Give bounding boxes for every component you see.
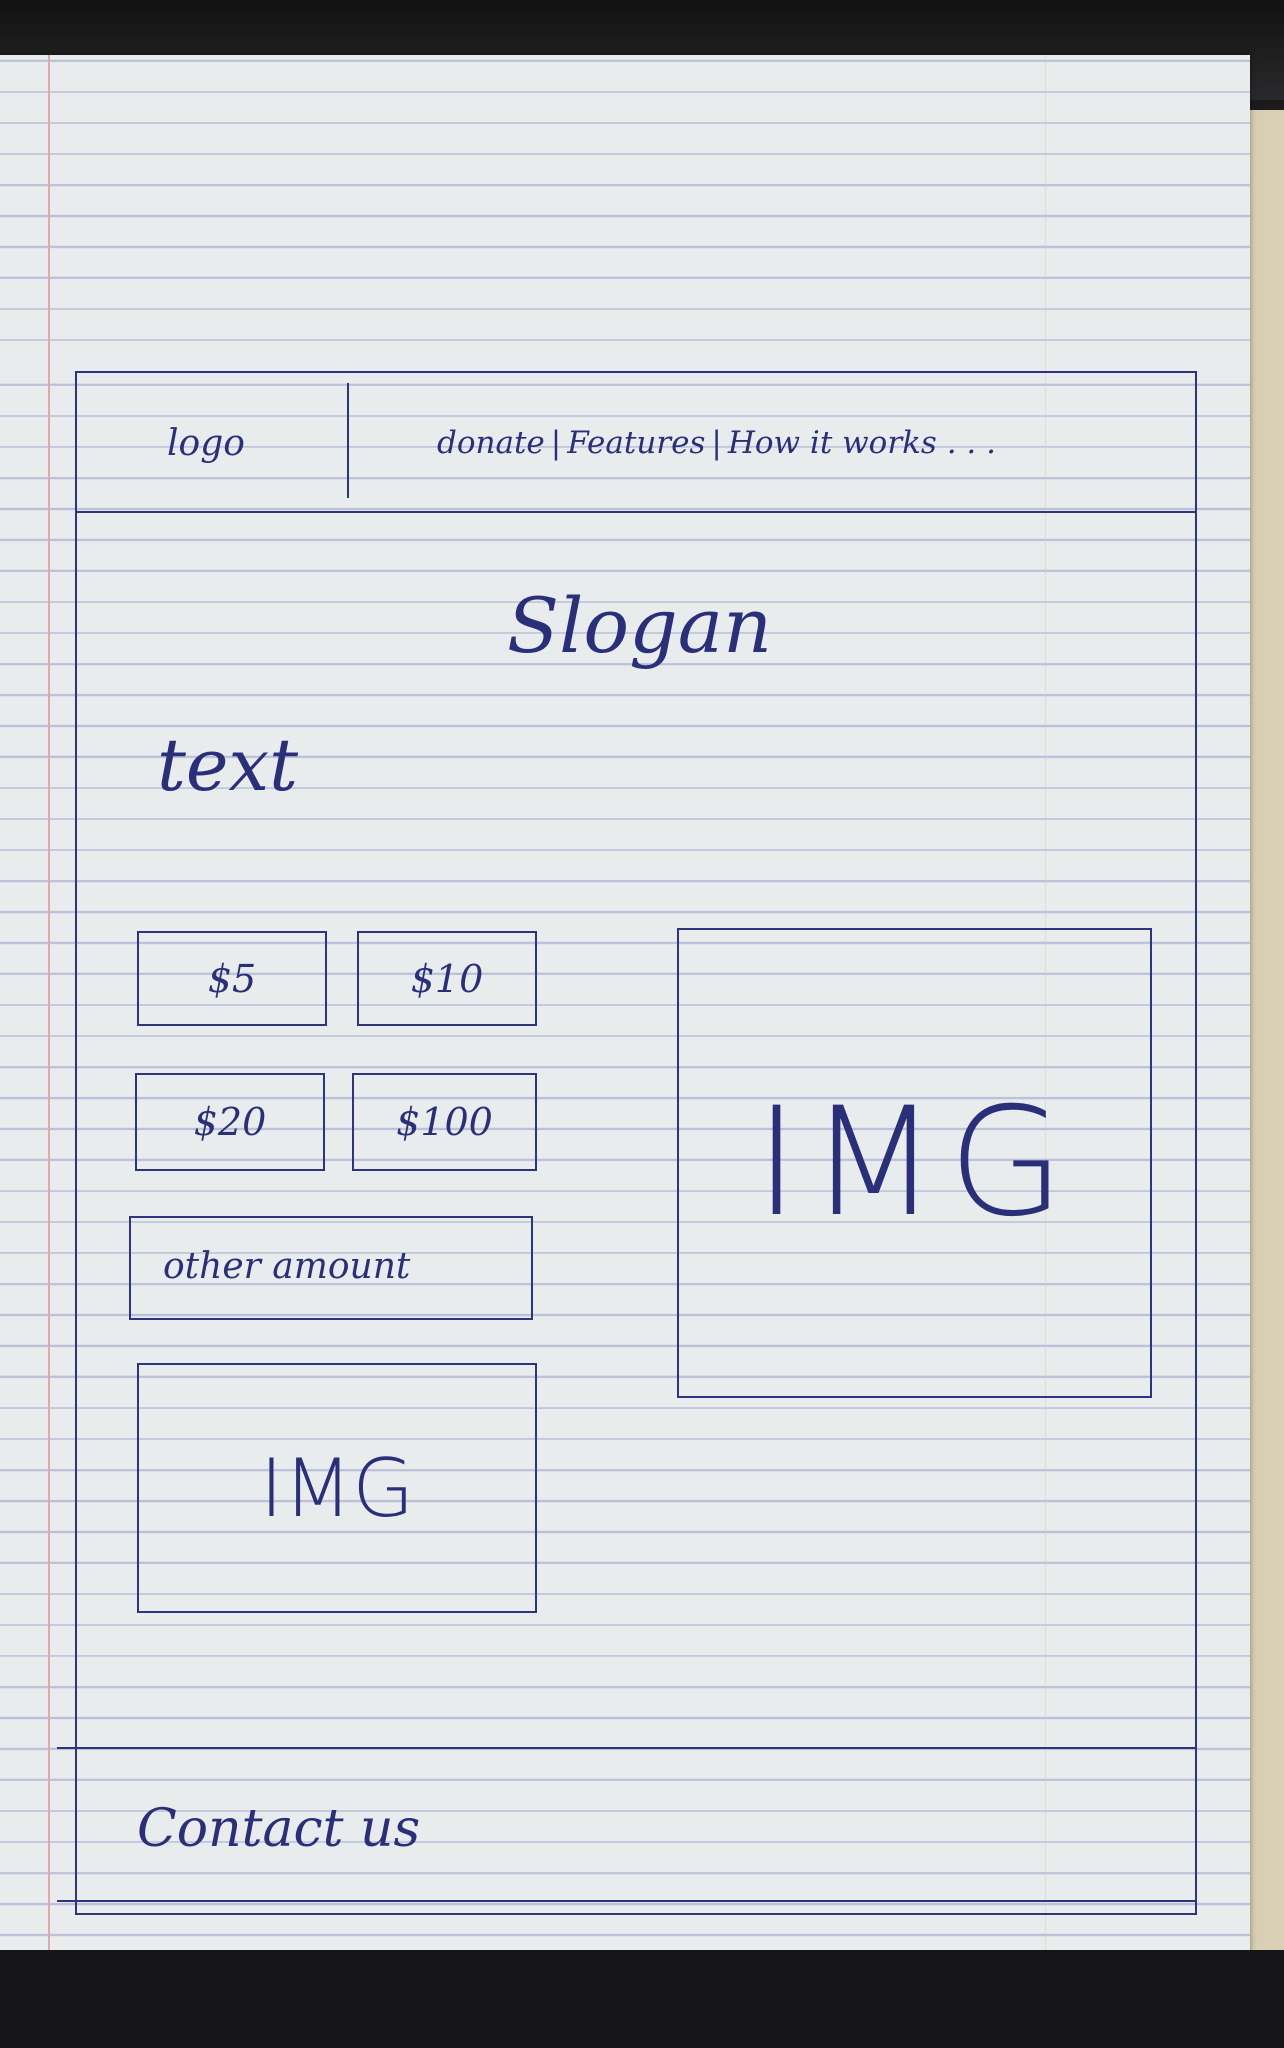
image-placeholder-large: IMG — [677, 928, 1152, 1398]
donate-20-button[interactable]: $20 — [135, 1073, 325, 1171]
slogan: Slogan — [507, 581, 773, 670]
header: logo donate | Features | How it works . … — [77, 373, 1195, 513]
contact-us-link[interactable]: Contact us — [137, 1799, 421, 1859]
image-label: IMG — [259, 1441, 415, 1535]
nav-separator: | — [711, 425, 722, 461]
nav-item-features[interactable]: Features — [567, 425, 706, 461]
notebook-paper: logo donate | Features | How it works . … — [0, 55, 1250, 1960]
logo[interactable]: logo — [167, 423, 245, 464]
margin-line — [48, 55, 50, 1960]
image-label: IMG — [754, 1076, 1075, 1250]
margin-line-faint — [1045, 55, 1046, 1960]
nav-item-how-it-works[interactable]: How it works . . . — [727, 425, 996, 461]
wireframe-page: logo donate | Features | How it works . … — [57, 371, 1197, 1915]
other-amount-field[interactable]: other amount — [129, 1216, 533, 1320]
header-divider — [347, 383, 349, 498]
footer: Contact us — [57, 1747, 1197, 1902]
nav-menu: donate | Features | How it works . . . — [437, 425, 996, 461]
donate-5-button[interactable]: $5 — [137, 931, 327, 1026]
donate-100-button[interactable]: $100 — [352, 1073, 537, 1171]
nav-item-donate[interactable]: donate — [437, 425, 545, 461]
image-placeholder-small: IMG — [137, 1363, 537, 1613]
donate-10-button[interactable]: $10 — [357, 931, 537, 1026]
background-bottom — [0, 1950, 1284, 2048]
nav-separator: | — [550, 425, 562, 461]
body-text: text — [157, 723, 299, 807]
